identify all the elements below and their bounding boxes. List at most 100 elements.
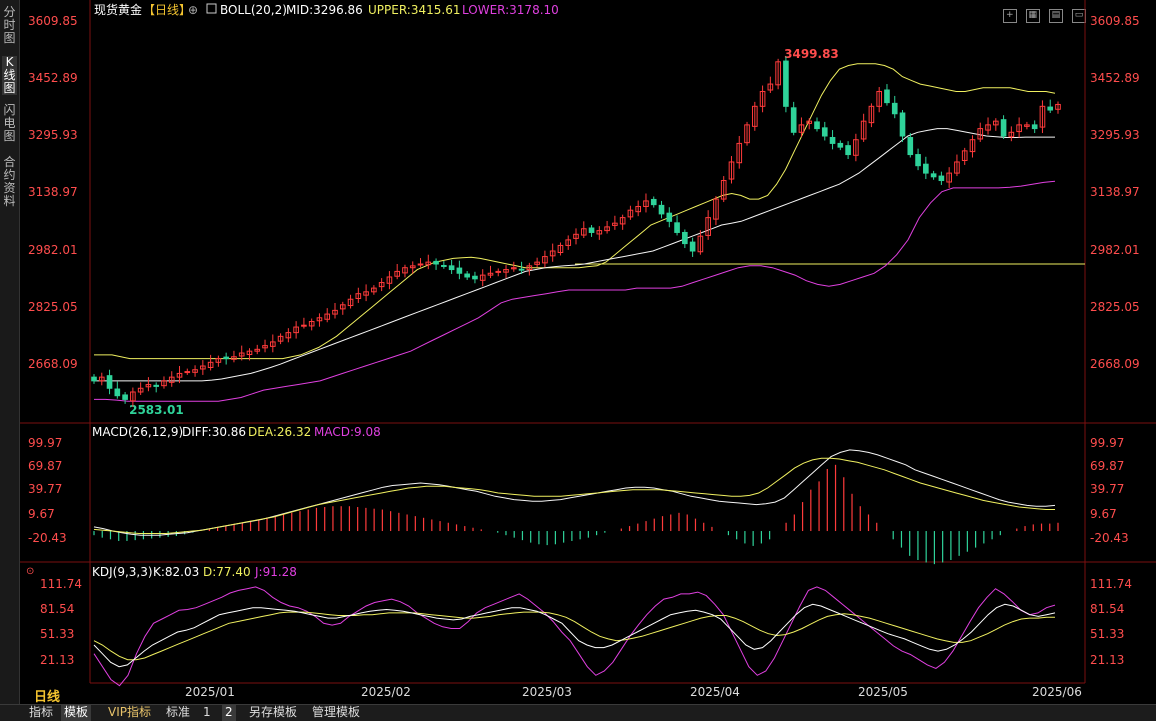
- settings-icon[interactable]: ⊕: [188, 3, 198, 17]
- kdj-panel: [93, 586, 1056, 687]
- candle-body: [1024, 124, 1030, 127]
- price-tick: 2825.05: [1090, 300, 1140, 314]
- price-tick: 3138.97: [1090, 185, 1140, 199]
- candle-body: [736, 142, 743, 164]
- tab-vip-indicators[interactable]: VIP指标: [108, 705, 151, 719]
- candle-body: [977, 128, 984, 140]
- candle-body: [557, 244, 564, 253]
- candle-body: [324, 313, 331, 320]
- candle-body: [650, 198, 657, 206]
- macd-tick: 69.87: [1090, 459, 1124, 473]
- manage-template-button[interactable]: 管理模板: [312, 705, 361, 719]
- candle-body: [907, 136, 914, 156]
- tab-layout-1[interactable]: 1: [203, 705, 211, 719]
- date-tick: 2025/03: [522, 685, 572, 699]
- candle-body: [790, 107, 797, 133]
- candle-body: [363, 291, 369, 296]
- candle-body: [479, 274, 486, 281]
- candle-body: [425, 261, 432, 266]
- price-tick: 3295.93: [1090, 128, 1140, 142]
- candle-body: [301, 324, 307, 327]
- tab-templates[interactable]: 模板: [61, 705, 92, 721]
- candle-body: [845, 145, 851, 156]
- kdj-label: KDJ(9,3,3): [92, 565, 153, 579]
- candle-body: [207, 361, 214, 368]
- date-tick: 2025/01: [185, 685, 235, 699]
- tab-timeshare[interactable]: 分时图: [3, 5, 16, 45]
- candle-body: [938, 175, 945, 182]
- candle-body: [783, 60, 789, 107]
- candle-body: [713, 198, 719, 220]
- tab-contract-info[interactable]: 合约资料: [3, 155, 16, 208]
- candle-body: [386, 276, 393, 284]
- candle-body: [495, 270, 502, 273]
- period-tag: 【日线】: [143, 3, 191, 17]
- candle-body: [954, 161, 960, 174]
- candle-body: [238, 352, 245, 357]
- candle-body: [308, 320, 315, 327]
- candle-body: [643, 200, 649, 207]
- candle-body: [456, 267, 463, 274]
- macd-label: MACD(26,12,9): [92, 425, 183, 439]
- boll-mid: MID:3296.86: [286, 3, 363, 17]
- price-tick: 2668.09: [1090, 357, 1140, 371]
- candle-body: [1031, 124, 1038, 130]
- candle-body: [915, 154, 921, 167]
- macd-tick: 99.97: [1090, 436, 1124, 450]
- macd-diff-line: [93, 449, 1056, 536]
- period-label[interactable]: 日线: [34, 690, 61, 705]
- candle-body: [176, 372, 183, 378]
- macd-tick: 39.77: [1090, 482, 1124, 496]
- candle-body: [635, 205, 642, 213]
- grid-icon[interactable]: ▦: [1025, 9, 1040, 23]
- price-tick: 3452.89: [28, 71, 78, 85]
- candle-body: [161, 380, 167, 387]
- candle-body: [682, 231, 688, 245]
- boll-upper-line: [94, 63, 1056, 360]
- candle-body: [580, 228, 587, 236]
- boll-icon[interactable]: [206, 3, 217, 14]
- price-tick: 3138.97: [28, 185, 78, 199]
- candle-body: [518, 268, 525, 271]
- price-tick: 2668.09: [28, 357, 78, 371]
- tab-kline[interactable]: K线图: [2, 55, 17, 95]
- price-panel: [91, 56, 1085, 407]
- kdj-tick: 111.74: [1090, 577, 1132, 591]
- candle-body: [549, 250, 556, 257]
- kdj-tick: 111.74: [40, 577, 82, 591]
- candle-body: [627, 209, 634, 218]
- kdj-settings-icon[interactable]: ⊙: [26, 566, 34, 577]
- zoom-in-icon[interactable]: ▤: [1048, 9, 1063, 23]
- candle-body: [588, 227, 595, 233]
- date-tick: 2025/04: [690, 685, 740, 699]
- candle-body: [91, 376, 97, 382]
- candle-body: [596, 230, 603, 235]
- macd-diff: DIFF:30.86: [182, 425, 246, 439]
- kdj-j: J:91.28: [254, 565, 297, 579]
- kline-chart[interactable]: 现货黄金 【日线】 ⊕ BOLL(20,2) MID:3296.86 UPPER…: [0, 0, 1156, 704]
- crosshair-icon[interactable]: +: [1002, 9, 1017, 23]
- kdj-tick: 81.54: [1090, 602, 1124, 616]
- tab-standard[interactable]: 标准: [166, 705, 191, 719]
- tab-layout-2[interactable]: 2: [222, 705, 236, 721]
- candle-body: [371, 287, 377, 293]
- date-axis: 2025/01 2025/02 2025/03 2025/04 2025/05 …: [185, 685, 1082, 699]
- tab-flash[interactable]: 闪电图: [3, 103, 16, 143]
- tab-indicators[interactable]: 指标: [29, 705, 54, 719]
- candle-body: [106, 375, 113, 389]
- kdj-tick: 81.54: [40, 602, 74, 616]
- candle-body: [806, 120, 813, 124]
- candle-body: [767, 83, 774, 91]
- candle-body: [409, 265, 416, 269]
- candle-body: [293, 326, 299, 334]
- candle-body: [510, 267, 517, 270]
- candle-body: [612, 222, 618, 226]
- candle-body: [705, 217, 711, 236]
- date-tick: 2025/05: [858, 685, 908, 699]
- candle-body: [1000, 119, 1007, 137]
- candle-body: [472, 275, 478, 280]
- save-template-button[interactable]: 另存模板: [249, 705, 298, 719]
- boll-upper: UPPER:3415.61: [368, 3, 460, 17]
- macd-tick: 69.87: [28, 459, 62, 473]
- candle-body: [860, 120, 867, 140]
